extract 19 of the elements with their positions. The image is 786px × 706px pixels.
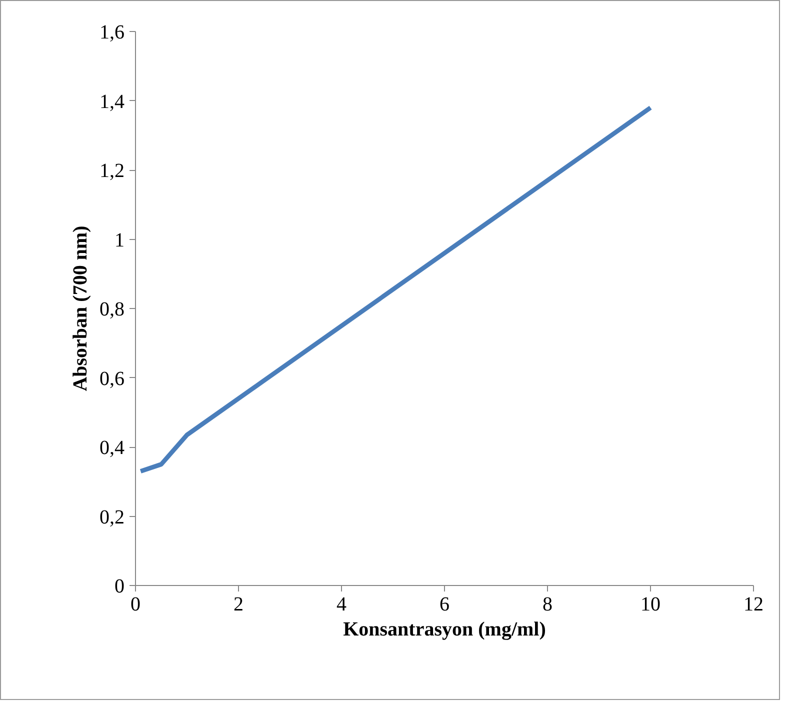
y-tick-label: 0,4	[100, 437, 124, 459]
x-tick-label: 2	[234, 594, 244, 616]
y-tick-label: 1,6	[100, 22, 124, 44]
y-tick-label: 0,2	[100, 506, 124, 528]
y-tick-label: 1,2	[100, 160, 124, 182]
x-tick-label: 12	[744, 594, 764, 616]
x-tick-label: 8	[542, 594, 552, 616]
x-tick-label: 6	[440, 594, 450, 616]
y-tick-label: 0,8	[100, 298, 124, 320]
x-axis-title: Konsantrasyon (mg/ml)	[343, 618, 546, 640]
y-tick-label: 1,4	[100, 90, 124, 113]
x-tick-label: 10	[640, 594, 660, 616]
y-tick-label: 0,6	[100, 368, 124, 390]
x-tick-label: 4	[336, 594, 346, 616]
y-tick-label: 1	[114, 229, 124, 252]
line-series	[138, 105, 653, 474]
x-tick-label: 0	[130, 594, 140, 616]
y-tick-label: 0	[114, 576, 124, 598]
y-axis-title: Absorban (700 nm)	[70, 226, 92, 392]
